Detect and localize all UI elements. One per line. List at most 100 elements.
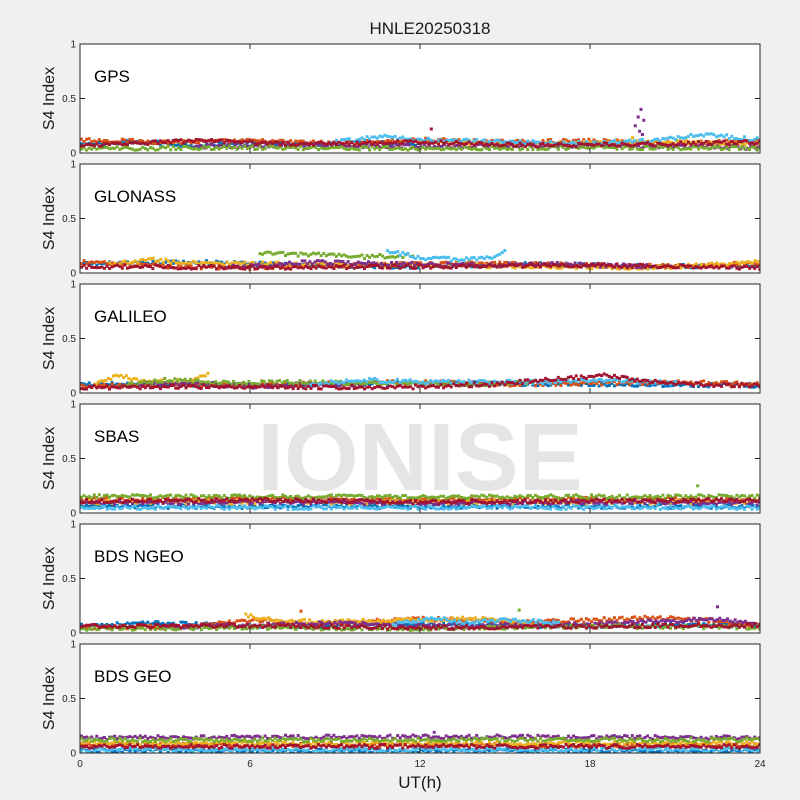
data-point <box>306 266 310 270</box>
data-point <box>577 496 581 500</box>
data-point <box>709 506 713 510</box>
data-point <box>582 263 586 267</box>
data-point <box>607 139 611 143</box>
data-point <box>599 378 603 382</box>
data-point <box>235 495 239 499</box>
data-point <box>510 148 514 151</box>
data-point <box>153 142 157 145</box>
data-point <box>125 385 129 389</box>
data-point <box>488 256 491 260</box>
data-point <box>184 502 188 506</box>
data-point <box>610 264 614 268</box>
data-point <box>329 143 333 147</box>
data-point <box>490 144 494 148</box>
data-point <box>577 141 581 145</box>
data-point <box>454 138 458 142</box>
data-point <box>638 142 642 146</box>
data-point <box>590 145 593 149</box>
data-point <box>465 142 468 146</box>
data-point <box>692 266 695 270</box>
data-point <box>533 261 537 265</box>
data-point <box>586 144 589 148</box>
data-point <box>250 140 254 144</box>
data-point <box>210 384 213 388</box>
data-point <box>335 138 338 142</box>
data-point <box>710 140 714 144</box>
data-point <box>327 380 331 384</box>
data-point <box>164 141 168 145</box>
data-point <box>730 264 734 268</box>
data-point <box>567 139 570 143</box>
data-point <box>493 260 497 264</box>
data-point <box>653 144 657 148</box>
data-point <box>92 261 96 265</box>
data-point <box>222 141 226 145</box>
y-tick-label: 1 <box>70 280 76 291</box>
data-point <box>531 263 535 267</box>
data-point <box>395 377 399 381</box>
data-point <box>124 374 128 378</box>
data-point <box>200 261 204 265</box>
data-point <box>521 384 525 388</box>
data-point <box>250 385 254 389</box>
data-point <box>373 264 377 267</box>
data-point <box>686 134 690 138</box>
data-point <box>90 265 94 269</box>
data-point <box>725 145 729 149</box>
data-point <box>340 264 344 268</box>
data-point <box>582 138 586 142</box>
data-point <box>740 381 744 385</box>
data-point <box>697 504 701 508</box>
data-point <box>707 147 711 151</box>
data-point <box>354 262 358 266</box>
data-layer <box>80 371 760 391</box>
data-point <box>735 380 739 384</box>
data-point <box>226 142 230 146</box>
data-point <box>80 387 83 391</box>
data-point <box>434 379 438 383</box>
data-point <box>671 381 675 385</box>
data-point <box>421 145 425 149</box>
data-point <box>217 141 221 145</box>
data-point <box>285 379 289 383</box>
data-point <box>132 377 136 380</box>
data-point <box>753 259 757 263</box>
data-point <box>584 382 588 385</box>
data-point <box>630 505 634 509</box>
data-point <box>406 385 410 389</box>
data-point <box>311 382 315 386</box>
data-point <box>674 143 678 147</box>
data-point <box>419 261 423 265</box>
data-point <box>607 144 611 148</box>
data-point <box>113 385 117 389</box>
data-point <box>102 143 106 147</box>
plot-area <box>80 44 760 153</box>
data-point <box>266 250 270 254</box>
data-point <box>421 141 425 144</box>
data-point <box>712 133 716 137</box>
data-point <box>220 265 224 269</box>
data-point <box>414 383 417 387</box>
data-point <box>625 375 629 379</box>
data-point <box>179 265 183 269</box>
data-point <box>638 379 642 383</box>
data-point <box>748 141 752 145</box>
data-point <box>278 379 281 383</box>
data-point <box>531 382 535 385</box>
data-point <box>146 263 150 267</box>
data-point <box>521 147 525 151</box>
data-point <box>623 375 627 379</box>
data-point <box>380 266 384 270</box>
data-point <box>674 138 678 142</box>
data-point <box>250 144 254 148</box>
data-point <box>258 141 262 145</box>
data-point <box>269 261 272 264</box>
data-point <box>105 496 109 500</box>
data-point <box>92 503 96 507</box>
data-point <box>536 262 540 266</box>
data-point <box>559 384 563 387</box>
data-point <box>345 387 349 391</box>
data-point <box>429 257 433 260</box>
data-point <box>488 499 491 502</box>
